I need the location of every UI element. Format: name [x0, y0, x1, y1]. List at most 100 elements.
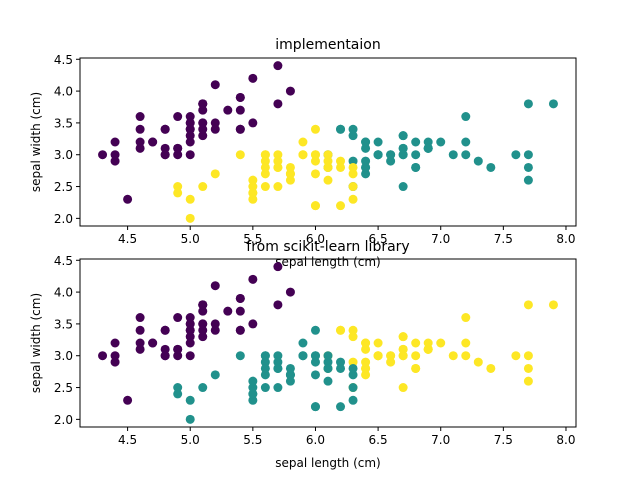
bottom-scatter-point [235, 306, 245, 316]
bottom-scatter-point [135, 344, 145, 354]
top-scatter-point [110, 137, 120, 147]
bottom-scatter-point [198, 319, 208, 329]
bottom-scatter-point [398, 344, 408, 354]
bottom-scatter-point [323, 363, 333, 373]
top-x-tick-label: 8.0 [556, 232, 575, 246]
bottom-x-tick-label: 5.0 [181, 433, 200, 447]
top-scatter-point [235, 150, 245, 160]
top-scatter-point [336, 162, 346, 172]
top-x-tick-label: 6.0 [306, 232, 325, 246]
top-scatter-point [361, 162, 371, 172]
bottom-scatter-point [336, 325, 346, 335]
top-y-tick-label: 3.5 [54, 116, 73, 130]
top-scatter-point [185, 150, 195, 160]
bottom-x-ticks: 4.5 5.0 5.5 6.0 6.5 7.0 7.5 8.0 [118, 427, 576, 447]
top-scatter-point [336, 156, 346, 166]
bottom-scatter-point [523, 300, 533, 310]
top-scatter-point [110, 156, 120, 166]
bottom-scatter-point [348, 383, 358, 393]
top-scatter-point [198, 105, 208, 115]
top-scatter-point [436, 137, 446, 147]
top-scatter-point [323, 156, 333, 166]
bottom-y-tick-label: 3.5 [54, 317, 73, 331]
bottom-scatter-point [185, 338, 195, 348]
bottom-x-tick-label: 8.0 [556, 433, 575, 447]
bottom-scatter-point [248, 319, 258, 329]
bottom-scatter-point [348, 357, 358, 367]
bottom-scatter-point [348, 395, 358, 405]
bottom-scatter-point [548, 300, 558, 310]
top-scatter-point [235, 105, 245, 115]
top-scatter-point [185, 131, 195, 141]
top-scatter-point [160, 143, 170, 153]
top-scatter-point [411, 162, 421, 172]
top-scatter-point [398, 150, 408, 160]
bottom-scatter-point [348, 363, 358, 373]
bottom-scatter-point [411, 351, 421, 361]
top-scatter-point [210, 80, 220, 90]
bottom-scatter-point [285, 376, 295, 386]
bottom-scatter-point [386, 351, 396, 361]
top-scatter-point [310, 124, 320, 134]
top-scatter-point [348, 131, 358, 141]
bottom-y-tick-label: 2.5 [54, 381, 73, 395]
top-y-tick-label: 4.0 [54, 85, 73, 99]
top-scatter-point [210, 118, 220, 128]
top-scatter-point [260, 150, 270, 160]
bottom-scatter-point [110, 357, 120, 367]
top-scatter-point [398, 143, 408, 153]
top-scatter-point [361, 169, 371, 179]
top-scatter-point [523, 99, 533, 109]
top-scatter-point [411, 150, 421, 160]
bottom-scatter-point [260, 357, 270, 367]
bottom-scatter-point [461, 351, 471, 361]
subplot-bottom: 4.5 5.0 5.5 6.0 6.5 7.0 7.5 8.0 2.0 2.5 3.0 3.5 4.0… [29, 239, 577, 470]
bottom-scatter-point [185, 395, 195, 405]
bottom-scatter-point [361, 344, 371, 354]
top-scatter-point [273, 150, 283, 160]
top-scatter-point [185, 124, 195, 134]
top-scatter-point [198, 99, 208, 109]
subplot-top: implementaion 4.5 5.0 5.5 6.0 6.5 7.0 7.5 8.0 2… [29, 37, 577, 269]
top-scatter-point [423, 143, 433, 153]
top-x-tick-label: 7.0 [431, 232, 450, 246]
top-scatter-point [185, 194, 195, 204]
top-scatter-point [310, 201, 320, 211]
bottom-scatter-point [373, 338, 383, 348]
bottom-scatter-point [310, 402, 320, 412]
bottom-scatter-point [461, 338, 471, 348]
bottom-scatter-point [310, 357, 320, 367]
top-scatter-point [511, 150, 521, 160]
bottom-scatter-point [398, 351, 408, 361]
bottom-scatter-point [336, 363, 346, 373]
top-x-tick-label: 4.5 [118, 232, 137, 246]
bottom-scatter-point [185, 325, 195, 335]
top-x-tick-label: 5.0 [181, 232, 200, 246]
top-scatter-point [210, 124, 220, 134]
bottom-scatter-point [235, 293, 245, 303]
bottom-scatter-point [185, 319, 195, 329]
bottom-scatter-point [411, 363, 421, 373]
top-scatter-point [248, 118, 258, 128]
top-scatter-point [173, 188, 183, 198]
top-scatter-point [198, 131, 208, 141]
bottom-scatter-point [223, 306, 233, 316]
bottom-y-tick-label: 2.0 [54, 413, 73, 427]
bottom-chart-title: from scikit-learn library [246, 239, 409, 255]
bottom-scatter-point [198, 325, 208, 335]
bottom-scatter-point [185, 332, 195, 342]
top-scatter-point [323, 150, 333, 160]
top-scatter-point [135, 137, 145, 147]
bottom-scatter-point [310, 370, 320, 380]
bottom-scatter-point [361, 370, 371, 380]
top-scatter-point [198, 118, 208, 128]
bottom-scatter-point [273, 363, 283, 373]
bottom-scatter-point [110, 338, 120, 348]
top-scatter-point [336, 124, 346, 134]
bottom-x-tick-label: 4.5 [118, 433, 137, 447]
bottom-scatter-point [123, 395, 133, 405]
top-scatter-point [461, 112, 471, 122]
bottom-scatter-point [185, 414, 195, 424]
top-points-layer [98, 61, 558, 223]
